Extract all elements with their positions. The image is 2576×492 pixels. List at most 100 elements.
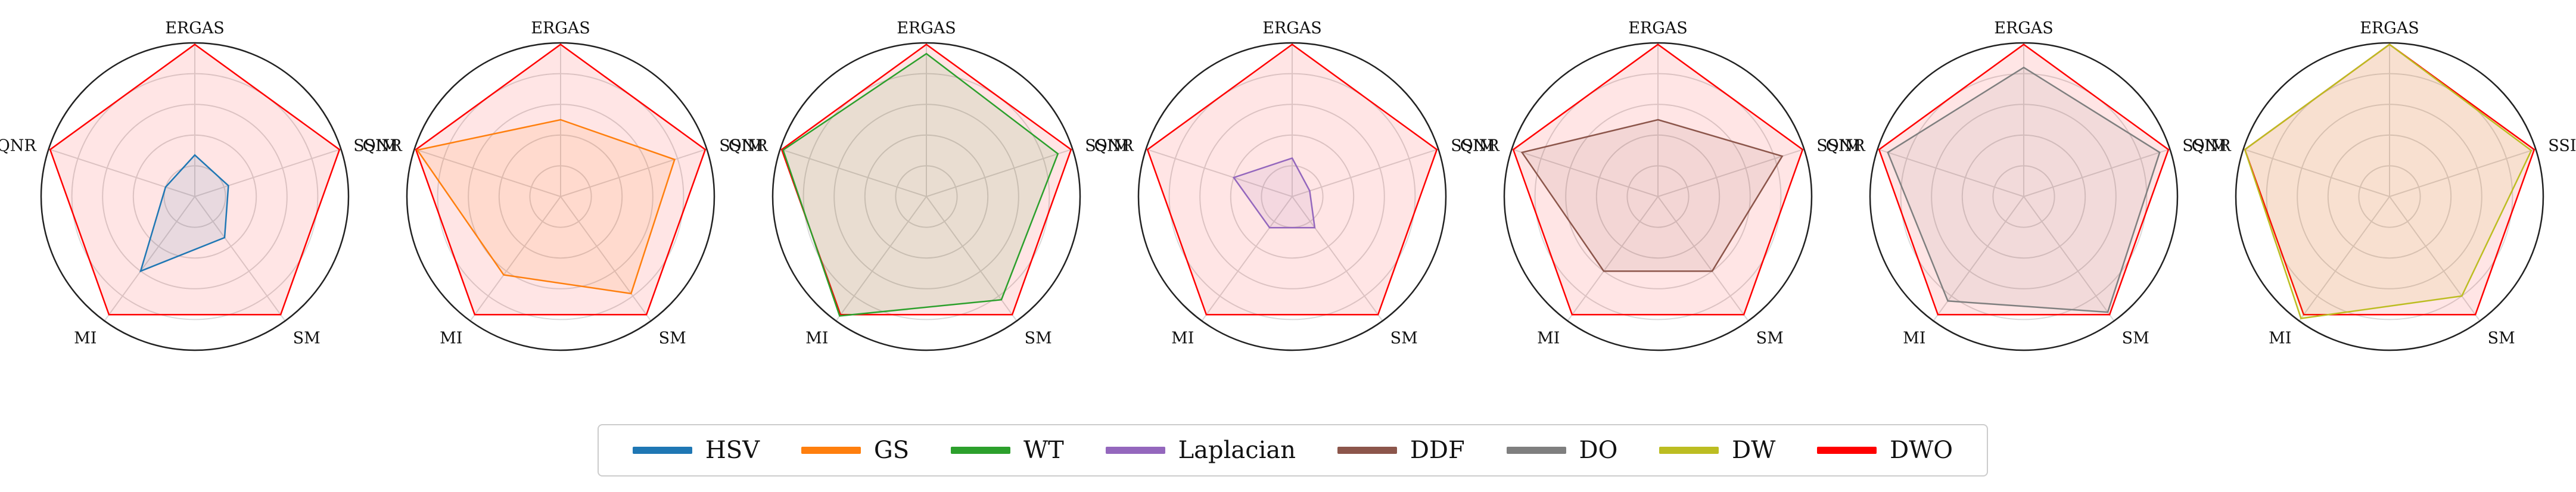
grid-spoke (926, 148, 1073, 197)
grid-spoke (2298, 196, 2390, 322)
outer-ring (406, 42, 715, 351)
axis-label-qnr: QNR (2192, 137, 2232, 155)
outer-ring (1137, 42, 1447, 351)
axis-label-mi: MI (1171, 329, 1194, 348)
grid-spoke (2389, 148, 2536, 197)
legend-entry-ddf: DDF (1337, 437, 1465, 464)
axis-label-qnr: QNR (729, 137, 769, 155)
axis-label-mi: MI (1537, 329, 1560, 348)
legend-entry-dw: DW (1659, 437, 1775, 464)
grid-spoke (1567, 196, 1659, 322)
axis-label-qnr: QNR (1826, 137, 1866, 155)
grid-spoke (560, 196, 652, 322)
axis-label-ssim: SSIM (1816, 137, 1861, 155)
legend-entry-wt: WT (950, 437, 1064, 464)
radar-panel-ddf: ERGAS SSIM SM MI QNR (1460, 19, 1861, 351)
grid-spoke (1511, 148, 1659, 197)
grid-spoke (194, 196, 286, 322)
legend-entry-hsv: HSV (632, 437, 760, 464)
axis-label-qnr: QNR (1460, 137, 1500, 155)
axis-label-sm: SM (659, 329, 686, 348)
axis-label-ssim: SSIM (2548, 137, 2576, 155)
series-dwo-hsv (49, 43, 341, 316)
series-dwo-laplacian (1146, 43, 1438, 316)
series-hsv (139, 154, 229, 273)
grid-spoke (104, 196, 195, 322)
axis-label-sm: SM (1756, 329, 1784, 348)
grid-spoke (469, 196, 561, 322)
axis-label-mi: MI (805, 329, 828, 348)
grid-spoke (1201, 196, 1293, 322)
legend-label: GS (873, 437, 910, 464)
axis-label-ergas: ERGAS (1262, 19, 1322, 38)
legend-label: Laplacian (1178, 437, 1296, 464)
grid-spoke (1657, 148, 1805, 197)
outer-ring (40, 42, 350, 351)
axis-label-sm: SM (2122, 329, 2149, 348)
grid-spoke (1877, 148, 2024, 197)
grid-spoke (414, 148, 561, 197)
legend-entry-do: DO (1506, 437, 1618, 464)
grid-spoke (835, 196, 927, 322)
grid-spoke (1292, 196, 1383, 322)
grid-spoke (194, 148, 341, 197)
legend-label: DDF (1410, 437, 1465, 464)
axis-label-ergas: ERGAS (2360, 19, 2419, 38)
legend-entry-laplacian: Laplacian (1105, 437, 1296, 464)
axis-label-ssim: SSIM (1085, 137, 1130, 155)
series-do (1887, 66, 2161, 313)
radar-panel-gs: ERGAS SSIM SM MI QNR (363, 19, 764, 351)
legend-label: DW (1732, 437, 1776, 464)
axis-label-sm: SM (293, 329, 321, 348)
axis-label-ergas: ERGAS (531, 19, 590, 38)
legend-swatch (1659, 447, 1719, 454)
series-dw (2244, 43, 2533, 319)
axis-label-ergas: ERGAS (165, 19, 225, 38)
legend-swatch (950, 447, 1010, 454)
axis-label-ssim: SSIM (719, 137, 764, 155)
radar-panel-hsv: ERGAS SSIM SM MI QNR (0, 19, 398, 351)
axis-label-sm: SM (1390, 329, 1418, 348)
axis-label-sm: SM (2488, 329, 2515, 348)
legend-swatch (1817, 447, 1877, 454)
series-dwo-wt (780, 43, 1072, 316)
grid-spoke (2023, 148, 2170, 197)
axis-label-qnr: QNR (1094, 137, 1134, 155)
axis-label-mi: MI (1903, 329, 1925, 348)
axis-label-ergas: ERGAS (1994, 19, 2054, 38)
grid-spoke (780, 148, 927, 197)
legend: HSV GS WT Laplacian DDF DO DW DWO (598, 424, 1988, 477)
legend-entry-dwo: DWO (1817, 437, 1953, 464)
series-wt (782, 52, 1059, 317)
grid-spoke (2389, 196, 2481, 322)
axis-label-ssim: SSIM (1451, 137, 1495, 155)
outer-ring (1869, 42, 2179, 351)
grid-spoke (1933, 196, 2024, 322)
grid-spoke (2243, 148, 2390, 197)
radar-panel-do: ERGAS SSIM SM MI QNR (1826, 19, 2227, 351)
axis-label-mi: MI (74, 329, 97, 348)
outer-ring (1503, 42, 1813, 351)
legend-swatch (801, 447, 861, 454)
axis-label-qnr: QNR (0, 137, 36, 155)
legend-label: DWO (1890, 437, 1953, 464)
series-gs (416, 119, 676, 295)
grid-spoke (1292, 148, 1439, 197)
axis-label-qnr: QNR (363, 137, 403, 155)
legend-label: DO (1579, 437, 1618, 464)
outer-ring (771, 42, 1081, 351)
grid-spoke (48, 148, 195, 197)
axis-label-mi: MI (2269, 329, 2291, 348)
legend-label: WT (1023, 437, 1064, 464)
series-laplacian (1232, 157, 1316, 229)
legend-swatch (632, 447, 692, 454)
axis-label-ergas: ERGAS (1628, 19, 1688, 38)
legend-swatch (1337, 447, 1397, 454)
legend-swatch (1105, 447, 1165, 454)
radar-panel-dw: ERGAS SSIM SM MI QNR (2192, 19, 2576, 351)
grid-spoke (1657, 196, 1749, 322)
legend-entry-gs: GS (801, 437, 909, 464)
axis-label-sm: SM (1025, 329, 1052, 348)
outer-ring (2235, 42, 2544, 351)
